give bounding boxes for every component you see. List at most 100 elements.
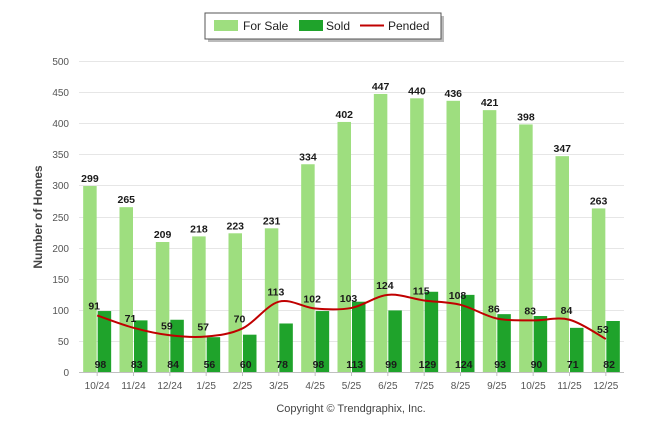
label-sold: 124	[455, 359, 473, 371]
label-pended: 59	[161, 320, 173, 332]
data-labels: 299 98 265 83 209 84 218 56 223 60 231 78 334 98 402 11…	[81, 81, 615, 371]
label-pended: 70	[234, 313, 246, 325]
label-sold: 99	[385, 359, 397, 371]
x-tick-label: 11/25	[557, 381, 582, 392]
y-axis-ticks: 0 50 100 150 200 250 300 350 400 450 500	[52, 57, 69, 379]
bar-sold	[461, 294, 475, 372]
label-pended: 102	[303, 294, 321, 306]
y-tick-label: 200	[52, 244, 69, 255]
bar-for-sale	[301, 164, 315, 372]
bar-sold	[533, 316, 548, 372]
label-pended: 103	[340, 293, 358, 305]
x-tick-label: 9/25	[487, 381, 507, 392]
label-sold: 71	[567, 359, 579, 371]
y-tick-label: 100	[52, 306, 69, 317]
label-for-sale: 265	[117, 194, 135, 206]
bar-for-sale	[119, 207, 133, 372]
legend-label-for-sale: For Sale	[243, 19, 289, 33]
y-tick-label: 450	[52, 88, 69, 99]
label-pended: 115	[413, 285, 430, 297]
label-pended: 83	[524, 305, 536, 317]
legend: For Sale Sold Pended	[204, 12, 444, 42]
label-for-sale: 398	[517, 111, 535, 123]
x-tick-label: 1/25	[196, 381, 216, 392]
pended-line-path	[96, 293, 607, 340]
label-sold: 56	[204, 359, 216, 371]
label-for-sale: 231	[263, 215, 281, 227]
label-pended: 124	[376, 280, 394, 292]
y-tick-label: 400	[52, 119, 69, 130]
legend-swatch-for-sale	[214, 20, 238, 31]
bar-sold	[206, 337, 221, 372]
y-tick-label: 350	[52, 150, 69, 161]
copyright-text: Copyright © Trendgraphix, Inc.	[276, 403, 425, 415]
x-tick-label: 12/25	[593, 381, 618, 392]
label-pended: 91	[88, 300, 100, 312]
bar-sold	[315, 311, 330, 372]
x-tick-label: 10/24	[85, 381, 110, 392]
label-for-sale: 218	[190, 223, 208, 235]
label-for-sale: 421	[481, 97, 499, 109]
y-axis-label: Number of Homes	[31, 165, 45, 269]
bar-sold	[570, 327, 584, 372]
bar-sold	[388, 310, 402, 372]
x-tick-label: 5/25	[342, 381, 362, 392]
label-pended: 71	[125, 313, 137, 325]
bar-sold	[97, 311, 112, 372]
bar-for-sale	[228, 233, 242, 372]
x-tick-label: 2/25	[233, 381, 253, 392]
label-for-sale: 299	[81, 173, 99, 185]
bar-for-sale	[155, 242, 170, 372]
label-pended: 57	[197, 322, 209, 334]
bar-for-sale	[373, 93, 388, 372]
bars	[83, 93, 620, 373]
legend-label-sold: Sold	[326, 19, 350, 33]
label-for-sale: 347	[553, 143, 571, 155]
label-sold: 84	[167, 359, 179, 371]
bar-sold	[134, 320, 148, 372]
label-for-sale: 440	[408, 85, 426, 97]
bar-sold	[243, 334, 257, 372]
label-for-sale: 447	[372, 81, 390, 93]
label-for-sale: 209	[154, 229, 172, 241]
bar-for-sale	[264, 228, 279, 372]
x-tick-label: 12/24	[157, 381, 182, 392]
label-sold: 98	[313, 359, 325, 371]
label-pended: 113	[267, 287, 284, 299]
bar-sold	[279, 323, 293, 372]
x-tick-label: 7/25	[414, 381, 434, 392]
x-tick-label: 10/25	[521, 381, 546, 392]
x-tick-label: 4/25	[305, 381, 325, 392]
gridlines	[79, 61, 624, 373]
label-pended: 53	[597, 324, 609, 336]
bar-for-sale	[192, 236, 206, 372]
label-sold: 60	[240, 359, 252, 371]
bar-for-sale	[482, 110, 497, 372]
label-sold: 90	[531, 359, 543, 371]
bar-sold	[497, 314, 511, 372]
label-sold: 93	[494, 359, 506, 371]
x-tick-label: 3/25	[269, 381, 289, 392]
label-sold: 98	[95, 359, 107, 371]
x-axis-ticks: 10/24 11/24 12/24 1/25 2/25 3/25 4/25 5/25 6/25 7…	[85, 372, 619, 392]
label-for-sale: 263	[590, 195, 608, 207]
pended-line	[96, 293, 607, 340]
label-sold: 83	[131, 359, 143, 371]
bar-for-sale	[591, 208, 606, 372]
y-tick-label: 50	[58, 337, 70, 348]
bar-for-sale	[555, 156, 569, 372]
legend-label-pended: Pended	[388, 19, 429, 33]
bar-sold	[352, 301, 366, 372]
label-pended: 108	[449, 290, 467, 302]
bar-for-sale	[410, 98, 424, 372]
label-sold: 82	[603, 359, 615, 371]
y-tick-label: 500	[52, 57, 69, 68]
bar-for-sale	[446, 100, 460, 373]
label-sold: 78	[276, 359, 288, 371]
legend-swatch-sold	[299, 20, 323, 31]
label-pended: 84	[561, 305, 573, 317]
y-tick-label: 0	[63, 368, 69, 379]
bar-sold	[424, 291, 439, 372]
bar-for-sale	[337, 121, 351, 373]
